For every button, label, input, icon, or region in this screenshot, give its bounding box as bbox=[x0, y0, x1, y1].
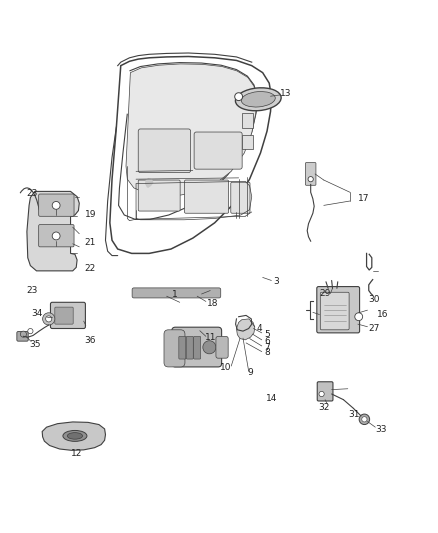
Text: 35: 35 bbox=[29, 340, 40, 349]
Text: 21: 21 bbox=[85, 238, 96, 247]
FancyBboxPatch shape bbox=[317, 287, 360, 333]
FancyBboxPatch shape bbox=[242, 135, 254, 149]
Circle shape bbox=[359, 414, 370, 425]
Text: 11: 11 bbox=[205, 333, 216, 342]
Text: 32: 32 bbox=[318, 402, 329, 411]
FancyBboxPatch shape bbox=[179, 336, 186, 359]
FancyBboxPatch shape bbox=[320, 292, 349, 330]
Text: 8: 8 bbox=[264, 349, 270, 358]
Text: 30: 30 bbox=[368, 295, 380, 304]
Polygon shape bbox=[237, 319, 255, 340]
Text: 27: 27 bbox=[368, 324, 380, 333]
Circle shape bbox=[20, 331, 26, 337]
Text: 22: 22 bbox=[85, 264, 96, 273]
FancyBboxPatch shape bbox=[50, 302, 85, 328]
Text: 29: 29 bbox=[319, 289, 330, 298]
Text: 23: 23 bbox=[26, 189, 38, 198]
FancyBboxPatch shape bbox=[194, 132, 242, 169]
FancyBboxPatch shape bbox=[184, 180, 229, 213]
FancyBboxPatch shape bbox=[39, 194, 74, 216]
FancyBboxPatch shape bbox=[17, 332, 28, 341]
Ellipse shape bbox=[63, 431, 87, 441]
Text: 9: 9 bbox=[247, 368, 253, 377]
Circle shape bbox=[362, 417, 367, 422]
Text: 3: 3 bbox=[273, 277, 279, 286]
FancyBboxPatch shape bbox=[186, 336, 193, 359]
Circle shape bbox=[28, 328, 33, 334]
Ellipse shape bbox=[241, 92, 275, 107]
Circle shape bbox=[235, 93, 243, 101]
FancyBboxPatch shape bbox=[172, 327, 222, 367]
Text: 13: 13 bbox=[279, 89, 291, 98]
Text: 4: 4 bbox=[256, 324, 262, 333]
Text: 23: 23 bbox=[26, 286, 38, 295]
FancyBboxPatch shape bbox=[242, 113, 254, 128]
Polygon shape bbox=[42, 422, 106, 450]
Text: 6: 6 bbox=[264, 337, 270, 346]
Text: 14: 14 bbox=[266, 394, 277, 403]
FancyBboxPatch shape bbox=[194, 336, 201, 359]
Circle shape bbox=[46, 316, 52, 322]
FancyBboxPatch shape bbox=[55, 307, 73, 324]
Polygon shape bbox=[145, 178, 153, 188]
FancyBboxPatch shape bbox=[216, 336, 228, 358]
FancyBboxPatch shape bbox=[164, 330, 185, 367]
Text: 5: 5 bbox=[264, 330, 270, 338]
Text: 12: 12 bbox=[71, 449, 83, 458]
Text: 1: 1 bbox=[172, 289, 177, 298]
Polygon shape bbox=[126, 64, 257, 195]
Polygon shape bbox=[27, 191, 79, 271]
Text: 33: 33 bbox=[375, 425, 386, 434]
Text: 16: 16 bbox=[378, 310, 389, 319]
FancyBboxPatch shape bbox=[305, 163, 316, 185]
Ellipse shape bbox=[236, 88, 281, 111]
Text: 36: 36 bbox=[84, 336, 95, 345]
FancyBboxPatch shape bbox=[39, 224, 74, 247]
FancyBboxPatch shape bbox=[132, 288, 221, 298]
Text: 10: 10 bbox=[220, 364, 232, 372]
Circle shape bbox=[203, 341, 216, 354]
Circle shape bbox=[52, 201, 60, 209]
Circle shape bbox=[355, 313, 363, 321]
Text: 31: 31 bbox=[349, 409, 360, 418]
FancyBboxPatch shape bbox=[138, 129, 191, 173]
Circle shape bbox=[42, 313, 55, 325]
Circle shape bbox=[319, 391, 324, 397]
Text: 19: 19 bbox=[85, 211, 96, 220]
FancyBboxPatch shape bbox=[317, 382, 333, 401]
FancyBboxPatch shape bbox=[231, 182, 250, 213]
Text: 17: 17 bbox=[358, 194, 369, 203]
Text: 34: 34 bbox=[31, 309, 42, 318]
Text: 18: 18 bbox=[207, 299, 218, 308]
Circle shape bbox=[52, 232, 60, 240]
Text: 7: 7 bbox=[264, 343, 270, 352]
Circle shape bbox=[308, 176, 313, 182]
Ellipse shape bbox=[67, 433, 82, 439]
FancyBboxPatch shape bbox=[138, 180, 180, 211]
